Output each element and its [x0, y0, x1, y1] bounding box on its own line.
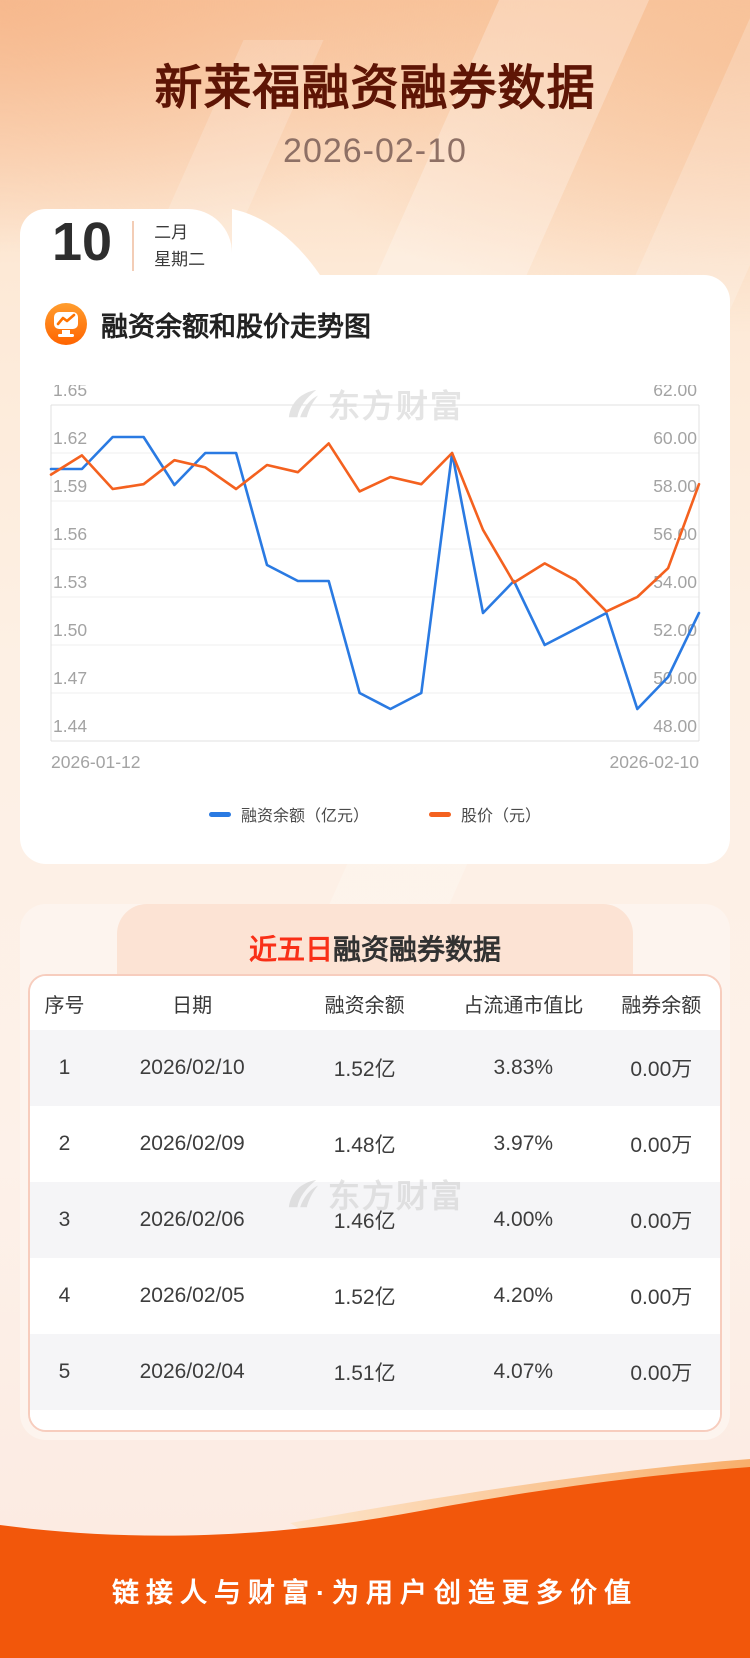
- legend-item-stock-price[interactable]: 股价（元）: [429, 802, 541, 826]
- cell-financing-balance: 1.46亿: [333, 1210, 396, 1233]
- cell-securities-balance: 0.00万: [630, 1362, 693, 1385]
- table-section: 近五日 融资融券数据 东方财富 序号 日期 融资余额 占流通市值比 融券余额 1 …: [20, 904, 730, 1440]
- cell-index: 3: [58, 1208, 71, 1231]
- header-cell-date: 日期: [172, 994, 213, 1017]
- cell-financing-balance: 1.48亿: [333, 1134, 396, 1157]
- table-row: 5 2026/02/04 1.51亿 4.07% 0.00万: [30, 1334, 720, 1410]
- calendar-weekday: 星期二: [154, 250, 206, 269]
- calendar-tab: 10 二月 星期二: [20, 209, 232, 275]
- legend-label: 股价（元）: [461, 808, 542, 825]
- cell-securities-balance: 0.00万: [630, 1286, 693, 1309]
- svg-text:1.62: 1.62: [53, 428, 87, 448]
- report-date: 2026-02-10: [283, 132, 467, 170]
- legend-swatch-orange: [429, 811, 451, 817]
- svg-text:54.00: 54.00: [653, 572, 697, 592]
- dual-axis-line-chart: 1.65 62.00 1.62 60.00 1.59 58.00 1.56 56.00 1.53…: [49, 380, 701, 772]
- cell-date: 2026/02/05: [139, 1284, 245, 1307]
- cell-market-cap-ratio: 3.97%: [493, 1132, 554, 1155]
- legend-item-financing-balance[interactable]: 融资余额（亿元）: [208, 802, 369, 826]
- svg-text:2026-02-10: 2026-02-10: [609, 752, 699, 772]
- svg-text:1.65: 1.65: [53, 385, 87, 400]
- cell-financing-balance: 1.51亿: [333, 1362, 396, 1385]
- svg-text:1.44: 1.44: [53, 716, 87, 736]
- calendar-card: 10 二月 星期二: [20, 209, 320, 275]
- calendar-day: 10: [52, 212, 113, 272]
- table-header-row: 序号 日期 融资余额 占流通市值比 融券余额: [30, 976, 720, 1030]
- svg-text:60.00: 60.00: [653, 428, 697, 448]
- cell-market-cap-ratio: 4.00%: [493, 1208, 554, 1231]
- cell-market-cap-ratio: 4.20%: [493, 1284, 554, 1307]
- calendar-divider: [132, 221, 135, 271]
- svg-text:2026-01-12: 2026-01-12: [51, 752, 141, 772]
- cell-financing-balance: 1.52亿: [333, 1286, 396, 1309]
- table-title-highlight: 近五日: [248, 934, 333, 965]
- cell-index: 4: [58, 1284, 71, 1307]
- svg-text:1.59: 1.59: [53, 476, 87, 496]
- table-title-rest: 融资融券数据: [333, 934, 502, 965]
- cell-market-cap-ratio: 4.07%: [493, 1360, 554, 1383]
- header-cell-market-cap-ratio: 占流通市值比: [463, 994, 584, 1017]
- cell-index: 1: [58, 1056, 71, 1079]
- header-cell-financing-balance: 融资余额: [324, 994, 405, 1017]
- svg-text:1.50: 1.50: [53, 620, 87, 640]
- page-content: 新莱福融资融券数据 2026-02-10 10 二月 星期二: [20, 62, 730, 1440]
- chart-title: 融资余额和股价走势图: [101, 311, 371, 342]
- header-cell-securities-balance: 融券余额: [621, 994, 702, 1017]
- table-row: 4 2026/02/05 1.52亿 4.20% 0.00万: [30, 1258, 720, 1334]
- cell-date: 2026/02/06: [139, 1208, 245, 1231]
- cell-date: 2026/02/04: [139, 1360, 245, 1383]
- page-title: 新莱福融资融券数据: [154, 62, 596, 115]
- cell-index: 2: [58, 1132, 71, 1155]
- cell-securities-balance: 0.00万: [630, 1210, 693, 1233]
- table-row: 2 2026/02/09 1.48亿 3.97% 0.00万: [30, 1106, 720, 1182]
- footer-slogan: 链接人与财富·为用户创造更多价值: [112, 1578, 638, 1608]
- trend-chart: 东方财富 1.65 62.00 1.62 60.00 1.59 58.00 1.56 56.0…: [45, 380, 705, 786]
- footer: 链接人与财富·为用户创造更多价值: [0, 1453, 750, 1658]
- trend-chart-icon: [45, 303, 87, 345]
- svg-text:1.47: 1.47: [53, 668, 87, 688]
- svg-text:62.00: 62.00: [653, 385, 697, 400]
- cell-index: 5: [58, 1360, 71, 1383]
- chart-card: 融资余额和股价走势图 东方财富 1.65 62.00 1.62 60.00 1.59 58…: [20, 275, 730, 864]
- cell-market-cap-ratio: 3.83%: [493, 1056, 554, 1079]
- svg-text:1.53: 1.53: [53, 572, 87, 592]
- legend-label: 融资余额（亿元）: [240, 808, 369, 825]
- svg-text:48.00: 48.00: [653, 716, 697, 736]
- svg-text:56.00: 56.00: [653, 524, 697, 544]
- calendar-tab-fillet: [232, 209, 320, 275]
- svg-text:1.56: 1.56: [53, 524, 87, 544]
- table-row: 3 2026/02/06 1.46亿 4.00% 0.00万: [30, 1182, 720, 1258]
- footer-wave: [0, 1459, 750, 1658]
- legend-swatch-blue: [208, 811, 231, 817]
- cell-date: 2026/02/09: [139, 1132, 245, 1155]
- svg-text:52.00: 52.00: [653, 620, 697, 640]
- table-row: 1 2026/02/10 1.52亿 3.83% 0.00万: [30, 1030, 720, 1106]
- svg-text:50.00: 50.00: [653, 668, 697, 688]
- cell-financing-balance: 1.52亿: [333, 1058, 396, 1081]
- cell-securities-balance: 0.00万: [630, 1134, 693, 1157]
- header-cell-index: 序号: [44, 994, 85, 1017]
- cell-securities-balance: 0.00万: [630, 1058, 693, 1081]
- calendar-month: 二月: [154, 222, 189, 242]
- svg-text:58.00: 58.00: [653, 476, 697, 496]
- data-table: 东方财富 序号 日期 融资余额 占流通市值比 融券余额 1 2026/02/10…: [28, 974, 722, 1432]
- chart-legend: 融资余额（亿元） 股价（元）: [45, 802, 705, 826]
- cell-date: 2026/02/10: [139, 1056, 245, 1079]
